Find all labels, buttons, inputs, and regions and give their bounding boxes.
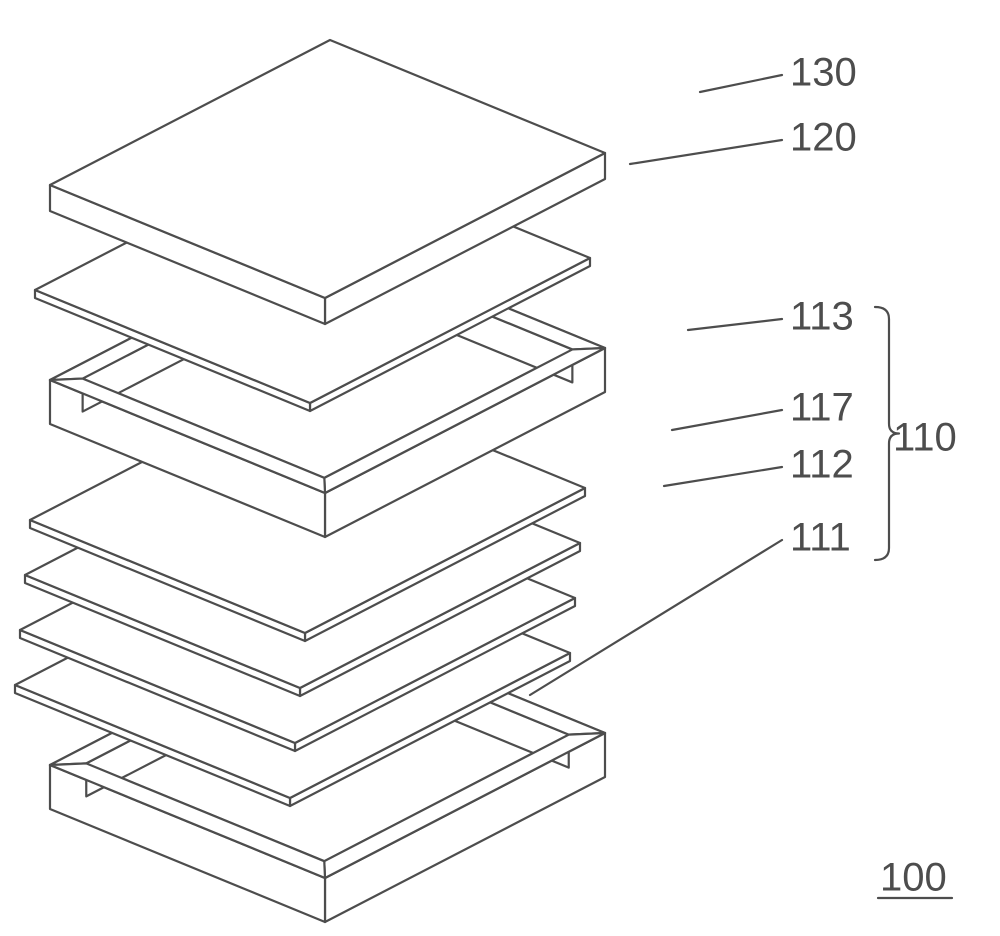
exploded-diagram: 130 120 113 117 112 111 110 100 (0, 0, 1000, 936)
label-113: 113 (790, 295, 854, 339)
label-111: 111 (790, 516, 851, 560)
label-120: 120 (790, 116, 857, 160)
label-130: 130 (790, 51, 857, 95)
label-110: 110 (893, 416, 957, 460)
label-112: 112 (790, 443, 854, 487)
figure-ref: 100 (880, 856, 947, 900)
layers (15, 40, 605, 922)
label-117: 117 (790, 386, 854, 430)
labels: 130 120 113 117 112 111 110 100 (790, 51, 957, 900)
